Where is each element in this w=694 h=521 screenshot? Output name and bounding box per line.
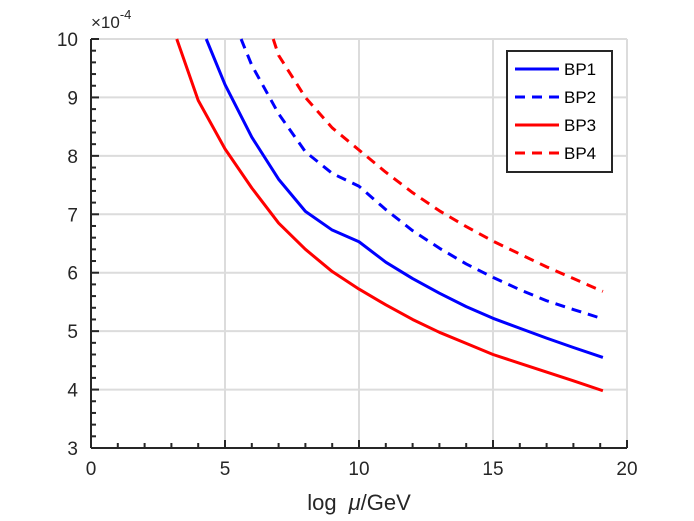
y-tick-label: 4: [67, 381, 78, 402]
legend-label-bp1: BP1: [564, 60, 596, 79]
y-axis-exponent: ×10-4: [91, 7, 131, 32]
y-tick-label: 10: [57, 30, 78, 51]
y-tick-label: 7: [67, 205, 78, 226]
y-tick-label: 8: [67, 147, 78, 168]
series-line-bp4: [271, 38, 604, 293]
series-line-bp1: [204, 38, 604, 359]
series-line-bp2: [239, 38, 604, 321]
y-tick-label: 9: [67, 88, 78, 109]
x-tick-label: 10: [348, 459, 369, 480]
legend-label-bp2: BP2: [564, 88, 596, 107]
y-tick-label: 5: [67, 322, 78, 343]
x-tick-label: 0: [86, 459, 97, 480]
y-exponent-power: -4: [120, 7, 132, 22]
legend-label-bp4: BP4: [564, 144, 596, 163]
series-group: [175, 38, 604, 393]
y-tick-label: 6: [67, 264, 78, 285]
axes: [90, 38, 628, 449]
x-label-unit: /GeV: [361, 490, 411, 515]
x-label-mu: μ: [348, 490, 361, 515]
legend: BP1 BP2 BP3 BP4: [506, 50, 613, 173]
x-tick-label: 5: [220, 459, 231, 480]
legend-label-bp3: BP3: [564, 116, 596, 135]
y-tick-label: 3: [67, 439, 78, 460]
x-tick-label: 15: [482, 459, 503, 480]
x-tick-label: 20: [616, 459, 637, 480]
series-line-bp3: [175, 38, 604, 393]
x-axis-label: log μ/GeV: [307, 490, 411, 515]
tick-labels: 0 5 10 15 20 3 4 5 6 7 8 9 10: [57, 30, 638, 480]
x-label-log: log: [307, 490, 336, 515]
y-exponent-base: ×10: [91, 13, 120, 32]
